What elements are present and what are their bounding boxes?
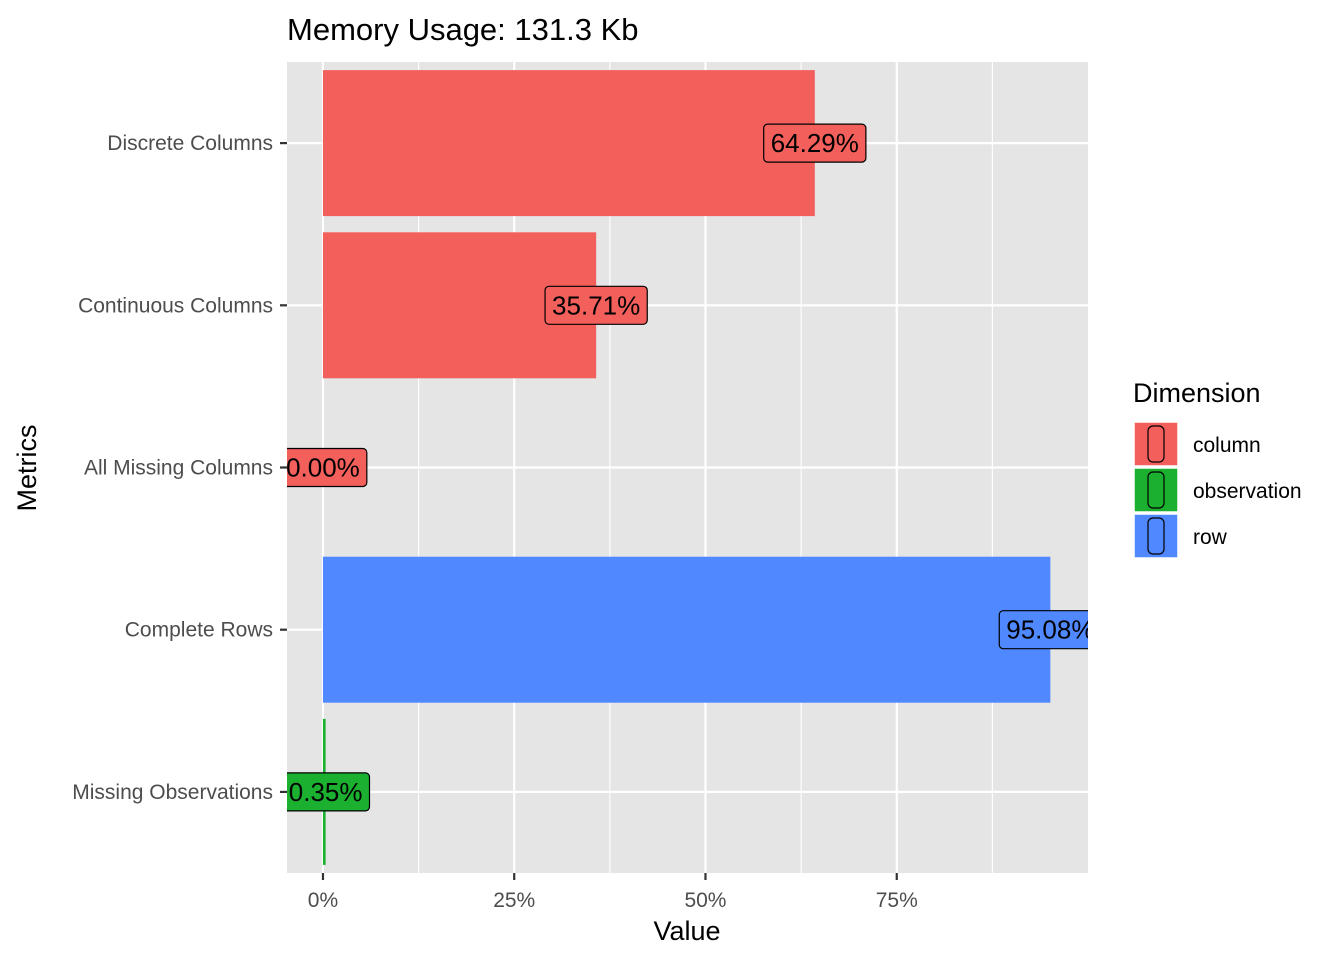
value-label-box — [287, 772, 371, 812]
x-tick-label: 0% — [308, 889, 338, 912]
value-label-box — [763, 123, 867, 163]
chart-title: Memory Usage: 131.3 Kb — [287, 12, 639, 47]
value-label-text: 64.29% — [771, 128, 859, 158]
value-label-box — [998, 610, 1088, 650]
legend-label-row: row — [1193, 526, 1228, 549]
value-label-text: 35.71% — [552, 290, 640, 320]
value-label-text: 0.35% — [289, 777, 363, 807]
value-label-text: 95.08% — [1006, 615, 1094, 645]
y-tick-label: Complete Rows — [125, 619, 273, 642]
legend-title: Dimension — [1133, 378, 1261, 408]
x-tick-label: 50% — [684, 889, 726, 912]
bar-discrete-columns — [322, 70, 815, 217]
bar-complete-rows — [322, 556, 1051, 703]
legend-key-glyph — [1147, 471, 1165, 509]
x-axis-title: Value — [653, 916, 720, 946]
legend-key-glyph — [1147, 425, 1165, 463]
legend-label-observation: observation — [1193, 480, 1302, 503]
value-label-box — [287, 447, 368, 488]
y-tick-label: All Missing Columns — [84, 457, 273, 480]
legend: Dimension column observation row — [1133, 378, 1302, 559]
x-tick-label: 75% — [876, 889, 918, 912]
value-label: 0.00% — [286, 447, 368, 488]
y-tick-label: Continuous Columns — [78, 294, 273, 317]
value-labels: 64.29% 35.71% 0.00% 95.08% 0.35% — [286, 123, 1094, 812]
legend-key-glyph — [1147, 517, 1165, 555]
value-label: 0.35% — [287, 772, 371, 812]
value-label-box — [544, 285, 648, 325]
value-label: 95.08% — [998, 610, 1094, 650]
x-tick-label: 25% — [493, 889, 535, 912]
legend-label-column: column — [1193, 434, 1261, 457]
y-axis-title: Metrics — [12, 425, 42, 512]
bars — [322, 70, 1051, 865]
y-tick-label: Missing Observations — [72, 781, 273, 804]
value-label: 64.29% — [763, 123, 867, 163]
value-label: 35.71% — [544, 285, 648, 325]
y-axis: Discrete Columns Continuous Columns All Mi… — [72, 132, 287, 804]
value-label-text: 0.00% — [286, 453, 360, 483]
y-tick-label: Discrete Columns — [107, 132, 273, 155]
x-axis: 0% 25% 50% 75% — [308, 873, 918, 912]
